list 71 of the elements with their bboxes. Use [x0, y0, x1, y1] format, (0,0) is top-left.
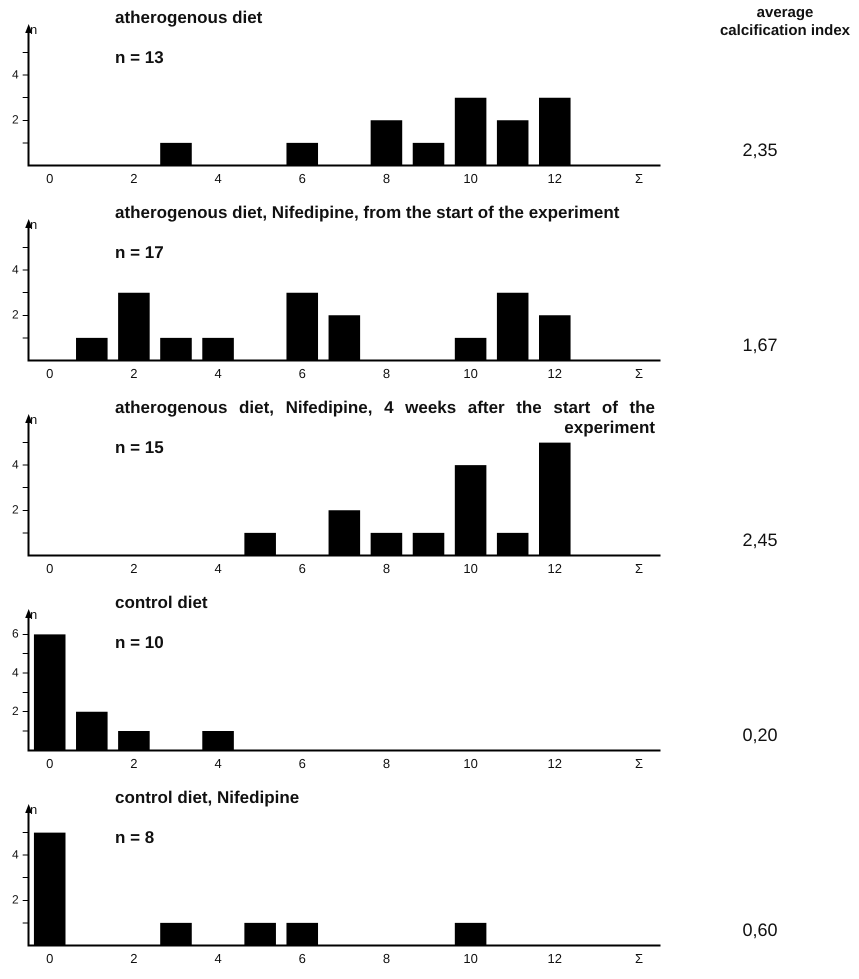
- text: 2,35: [741, 140, 779, 161]
- annotation: n = 15: [115, 438, 164, 458]
- x-tick-label: 2: [130, 560, 138, 576]
- x-tick-label: Σ: [634, 756, 643, 771]
- x-tick-label: Σ: [634, 366, 643, 381]
- y-tick-label: 2: [12, 704, 19, 718]
- y-tick-label: 4: [12, 457, 19, 472]
- y-tick-label: 4: [12, 847, 19, 862]
- annotation: n = 10: [115, 633, 164, 653]
- x-tick-label: 6: [298, 366, 306, 381]
- x-tick-label: 10: [463, 756, 478, 771]
- annotation: n = 17: [115, 243, 164, 263]
- y-axis-title: n: [30, 22, 38, 37]
- chart-title: control diet, Nifedipine: [115, 788, 300, 808]
- x-tick-label: 6: [298, 756, 306, 771]
- y-tick-label: 2: [12, 112, 19, 127]
- chart-title: atherogenous diet: [115, 8, 264, 28]
- y-axis-title: n: [30, 607, 38, 622]
- x-tick-label: 8: [382, 950, 390, 966]
- x-tick-label: 0: [46, 756, 54, 771]
- x-tick-label: Σ: [634, 170, 643, 186]
- x-tick-label: 8: [382, 366, 390, 381]
- y-tick-label: 6: [12, 626, 19, 641]
- x-tick-label: Σ: [634, 950, 643, 966]
- x-tick-label: 0: [46, 170, 54, 186]
- x-tick-label: 6: [298, 170, 306, 186]
- x-tick-label: 0: [46, 950, 54, 966]
- chart-title: control diet: [115, 593, 209, 613]
- x-tick-label: 4: [214, 756, 222, 771]
- x-tick-label: 12: [548, 560, 562, 576]
- chart-title: atherogenous diet, Nifedipine, from the start of the experiment: [115, 203, 620, 223]
- x-tick-label: 12: [548, 366, 562, 381]
- x-tick-label: 8: [382, 756, 390, 771]
- x-tick-label: 12: [548, 950, 562, 966]
- x-tick-label: 4: [214, 560, 222, 576]
- x-tick-label: 2: [130, 366, 138, 381]
- x-tick-label: Σ: [634, 560, 643, 576]
- x-tick-label: 0: [46, 560, 54, 576]
- x-tick-label: 12: [548, 756, 562, 771]
- text: average calcification index: [718, 4, 852, 40]
- x-tick-label: 2: [130, 756, 138, 771]
- annotation: n = 8: [115, 828, 154, 848]
- y-axis-title: n: [30, 217, 38, 232]
- y-axis-title: n: [30, 802, 38, 817]
- x-tick-label: 12: [548, 170, 562, 186]
- x-tick-label: 10: [463, 366, 478, 381]
- text: 0,20: [741, 725, 779, 746]
- x-tick-label: 4: [214, 366, 222, 381]
- y-tick-label: 4: [12, 67, 19, 82]
- y-tick-label: 4: [12, 262, 19, 276]
- x-tick-label: 10: [463, 950, 478, 966]
- text: 0,60: [741, 920, 779, 941]
- y-tick-label: 2: [12, 308, 19, 322]
- x-tick-label: 10: [463, 170, 478, 186]
- x-tick-label: 6: [298, 950, 306, 966]
- x-tick-label: 8: [382, 170, 390, 186]
- x-tick-label: 8: [382, 560, 390, 576]
- annotation: n = 13: [115, 48, 164, 68]
- text: 2,45: [741, 530, 779, 551]
- y-tick-label: 2: [12, 502, 19, 517]
- y-axis-title: n: [30, 412, 38, 427]
- x-tick-label: 6: [298, 560, 306, 576]
- text: 1,67: [741, 335, 779, 356]
- x-tick-label: 2: [130, 170, 138, 186]
- x-tick-label: 4: [214, 950, 222, 966]
- x-tick-label: 2: [130, 950, 138, 966]
- y-tick-label: 2: [12, 892, 19, 907]
- x-tick-label: 10: [463, 560, 478, 576]
- x-tick-label: 4: [214, 170, 222, 186]
- y-tick-label: 4: [12, 665, 19, 680]
- x-tick-label: 0: [46, 366, 54, 381]
